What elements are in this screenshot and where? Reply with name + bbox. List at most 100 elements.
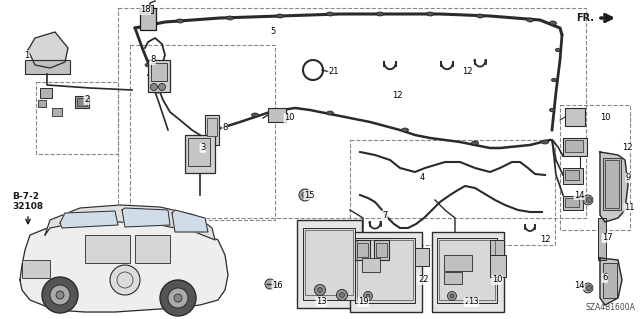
Text: 3: 3 — [200, 144, 205, 152]
Ellipse shape — [326, 111, 333, 115]
Text: 13: 13 — [468, 298, 479, 307]
Circle shape — [364, 292, 372, 300]
Ellipse shape — [145, 63, 151, 67]
Text: 1: 1 — [24, 50, 29, 60]
Bar — [268, 108, 286, 122]
Bar — [75, 96, 89, 108]
Circle shape — [366, 294, 370, 298]
Ellipse shape — [326, 12, 333, 16]
Text: 11: 11 — [624, 204, 634, 212]
Bar — [38, 100, 46, 107]
Bar — [350, 232, 422, 312]
Bar — [490, 255, 506, 277]
Bar — [130, 45, 275, 220]
Text: 32108: 32108 — [12, 202, 43, 211]
Text: 12: 12 — [622, 144, 632, 152]
Circle shape — [159, 84, 166, 91]
Bar — [598, 218, 606, 260]
Bar — [148, 60, 170, 92]
Bar — [77, 98, 87, 106]
Bar — [563, 196, 583, 210]
Bar — [303, 228, 355, 300]
Bar — [565, 170, 579, 180]
Text: 12: 12 — [462, 68, 472, 77]
Text: 14: 14 — [574, 280, 584, 290]
Bar — [376, 243, 387, 257]
Text: 20: 20 — [464, 298, 474, 307]
Text: 22: 22 — [418, 276, 429, 285]
Bar — [207, 118, 217, 136]
Circle shape — [447, 292, 456, 300]
Circle shape — [50, 285, 70, 305]
Circle shape — [168, 288, 188, 308]
Bar — [605, 160, 619, 208]
Text: 10: 10 — [492, 276, 502, 285]
Ellipse shape — [550, 21, 557, 25]
Ellipse shape — [227, 16, 234, 20]
Text: 21: 21 — [328, 68, 339, 77]
Bar — [52, 108, 62, 116]
Bar — [85, 235, 130, 263]
Text: 9: 9 — [626, 174, 631, 182]
Text: 15: 15 — [304, 190, 314, 199]
Polygon shape — [600, 258, 622, 305]
Ellipse shape — [527, 18, 534, 22]
Text: 19: 19 — [358, 298, 369, 307]
Bar — [118, 8, 586, 218]
Ellipse shape — [401, 128, 408, 132]
Circle shape — [174, 294, 182, 302]
Bar — [151, 63, 167, 81]
Ellipse shape — [552, 78, 557, 82]
Circle shape — [314, 285, 326, 295]
Bar — [355, 240, 370, 260]
Circle shape — [56, 291, 64, 299]
Circle shape — [583, 195, 593, 205]
Bar — [188, 138, 210, 166]
Ellipse shape — [276, 14, 284, 18]
Ellipse shape — [556, 48, 561, 52]
Text: 12: 12 — [540, 235, 550, 244]
Polygon shape — [45, 205, 215, 240]
Bar — [444, 255, 472, 271]
Text: 8: 8 — [150, 56, 156, 64]
Circle shape — [265, 279, 275, 289]
Bar — [143, 5, 153, 13]
Bar — [565, 198, 579, 207]
Text: 4: 4 — [420, 174, 425, 182]
Polygon shape — [20, 218, 228, 312]
Ellipse shape — [252, 113, 259, 117]
Text: 7: 7 — [382, 211, 387, 219]
Circle shape — [583, 283, 593, 293]
Bar — [565, 140, 583, 152]
Circle shape — [302, 192, 308, 198]
Bar — [490, 240, 504, 258]
Bar — [205, 115, 219, 145]
Bar — [297, 220, 362, 308]
Bar — [437, 238, 497, 303]
Circle shape — [586, 286, 591, 291]
Ellipse shape — [541, 140, 548, 144]
Text: 18: 18 — [140, 5, 150, 14]
Text: B-7-2: B-7-2 — [12, 192, 39, 201]
Bar — [374, 240, 389, 260]
Bar — [565, 108, 585, 126]
Circle shape — [299, 189, 311, 201]
Ellipse shape — [376, 12, 383, 16]
Text: 13: 13 — [316, 298, 326, 307]
Text: 5: 5 — [270, 27, 275, 36]
Bar — [140, 8, 156, 30]
Text: 12: 12 — [392, 91, 403, 100]
Text: 10: 10 — [600, 114, 611, 122]
Bar — [36, 82, 118, 154]
Bar — [415, 248, 429, 266]
Text: 16: 16 — [272, 280, 283, 290]
Bar — [560, 105, 630, 230]
Text: 6: 6 — [602, 273, 607, 283]
Bar — [432, 232, 504, 312]
Circle shape — [586, 197, 591, 203]
Bar — [22, 260, 50, 278]
Circle shape — [339, 293, 344, 298]
Bar — [563, 168, 583, 184]
Ellipse shape — [550, 108, 554, 112]
Text: SZA4B1600A: SZA4B1600A — [585, 303, 635, 312]
